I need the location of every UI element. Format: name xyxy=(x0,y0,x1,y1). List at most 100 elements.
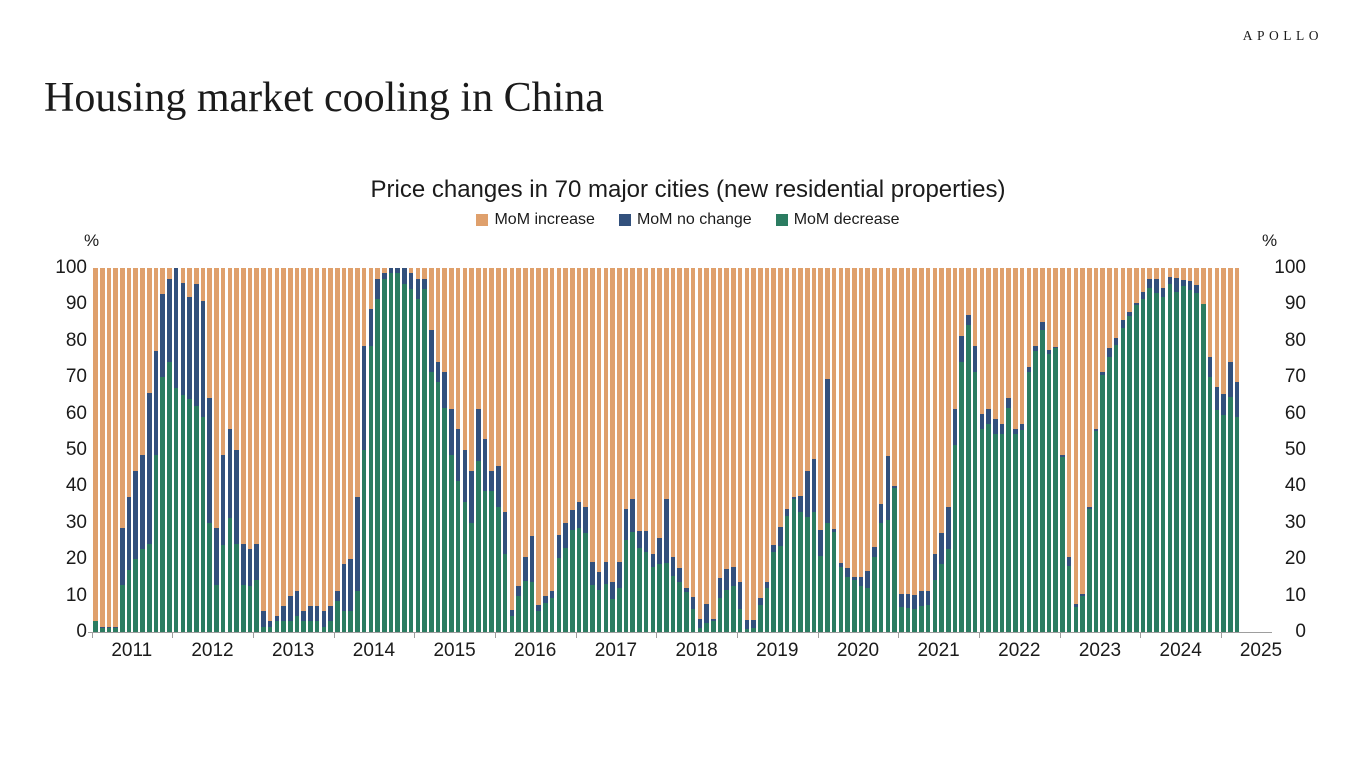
segment-dec xyxy=(858,586,864,632)
segment-inc xyxy=(1060,268,1065,456)
segment-inc xyxy=(831,268,837,530)
bar-month-40 xyxy=(361,268,367,632)
segment-dec xyxy=(905,608,911,632)
segment-nc xyxy=(899,593,904,608)
segment-dec xyxy=(99,628,105,632)
segment-nc xyxy=(106,626,112,629)
segment-nc xyxy=(1214,387,1220,410)
segment-nc xyxy=(1040,321,1045,330)
segment-nc xyxy=(1127,312,1132,317)
segment-dec xyxy=(697,628,703,632)
segment-dec xyxy=(126,569,132,632)
segment-inc xyxy=(522,268,528,558)
segment-nc xyxy=(865,570,871,588)
segment-nc xyxy=(227,429,233,518)
segment-dec xyxy=(670,575,676,632)
segment-dec xyxy=(402,283,407,632)
segment-dec xyxy=(959,361,965,632)
segment-nc xyxy=(1147,279,1153,289)
segment-dec xyxy=(1026,372,1032,632)
segment-inc xyxy=(1087,268,1092,508)
segment-inc xyxy=(872,268,877,548)
segment-inc xyxy=(590,268,595,563)
segment-nc xyxy=(616,562,622,588)
bar-month-4 xyxy=(120,268,125,632)
segment-nc xyxy=(972,345,978,373)
segment-nc xyxy=(663,499,669,563)
bar-month-99 xyxy=(757,268,763,632)
segment-inc xyxy=(663,268,669,500)
segment-dec xyxy=(388,273,394,632)
segment-dec xyxy=(838,567,844,632)
segment-nc xyxy=(120,527,125,586)
x-tick-label-2015: 2015 xyxy=(433,640,476,661)
bar-month-108 xyxy=(818,268,823,632)
segment-dec xyxy=(328,621,333,632)
bar-month-92 xyxy=(710,268,716,632)
bar-month-160 xyxy=(1167,268,1173,632)
segment-dec xyxy=(972,372,978,632)
bar-month-72 xyxy=(576,268,582,632)
bar-month-26 xyxy=(267,268,273,632)
bar-month-104 xyxy=(791,268,797,632)
bar-month-93 xyxy=(717,268,723,632)
bar-month-139 xyxy=(1026,268,1032,632)
segment-nc xyxy=(771,545,776,552)
bar-month-0 xyxy=(93,268,98,632)
bar-month-83 xyxy=(650,268,656,632)
segment-dec xyxy=(731,585,736,632)
segment-dec xyxy=(717,597,723,632)
bar-month-73 xyxy=(583,268,588,632)
segment-inc xyxy=(126,268,132,497)
bar-month-148 xyxy=(1087,268,1092,632)
segment-nc xyxy=(1053,346,1059,349)
bar-month-135 xyxy=(999,268,1005,632)
segment-dec xyxy=(878,522,884,632)
x-tick-label-2020: 2020 xyxy=(836,640,880,661)
segment-nc xyxy=(1181,280,1186,287)
bar-month-29 xyxy=(287,268,293,632)
bar-month-38 xyxy=(348,268,353,632)
segment-dec xyxy=(677,581,682,632)
segment-inc xyxy=(784,268,790,509)
bar-month-32 xyxy=(308,268,313,632)
segment-inc xyxy=(731,268,736,568)
segment-nc xyxy=(160,293,165,378)
segment-dec xyxy=(496,507,501,632)
bar-month-34 xyxy=(321,268,327,632)
segment-inc xyxy=(1154,268,1159,280)
x-tick-label-2022: 2022 xyxy=(998,640,1041,661)
segment-dec xyxy=(146,543,152,632)
segment-inc xyxy=(576,268,582,503)
bar-month-82 xyxy=(643,268,649,632)
segment-inc xyxy=(1019,268,1025,425)
segment-dec xyxy=(220,544,226,632)
segment-nc xyxy=(1026,366,1032,373)
bar-month-132 xyxy=(979,268,985,632)
segment-dec xyxy=(308,621,313,632)
segment-inc xyxy=(556,268,562,536)
segment-inc xyxy=(630,268,635,499)
bar-month-91 xyxy=(704,268,709,632)
segment-inc xyxy=(543,268,548,596)
y-tick-label-left-80: 80 xyxy=(65,329,87,351)
segment-inc xyxy=(220,268,226,456)
segment-inc xyxy=(845,268,850,569)
segment-nc xyxy=(408,273,414,289)
segment-inc xyxy=(999,268,1005,425)
segment-dec xyxy=(643,551,649,632)
segment-inc xyxy=(979,268,985,414)
segment-nc xyxy=(153,351,159,456)
segment-dec xyxy=(831,531,837,632)
segment-nc xyxy=(583,507,588,534)
segment-dec xyxy=(885,520,891,632)
segment-inc xyxy=(569,268,575,511)
bar-month-41 xyxy=(368,268,374,632)
segment-dec xyxy=(247,586,253,632)
bar-month-55 xyxy=(462,268,468,632)
segment-dec xyxy=(193,406,199,632)
x-tick-2017 xyxy=(575,632,577,638)
segment-nc xyxy=(852,576,857,581)
segment-dec xyxy=(966,325,971,632)
segment-dec xyxy=(348,611,353,632)
